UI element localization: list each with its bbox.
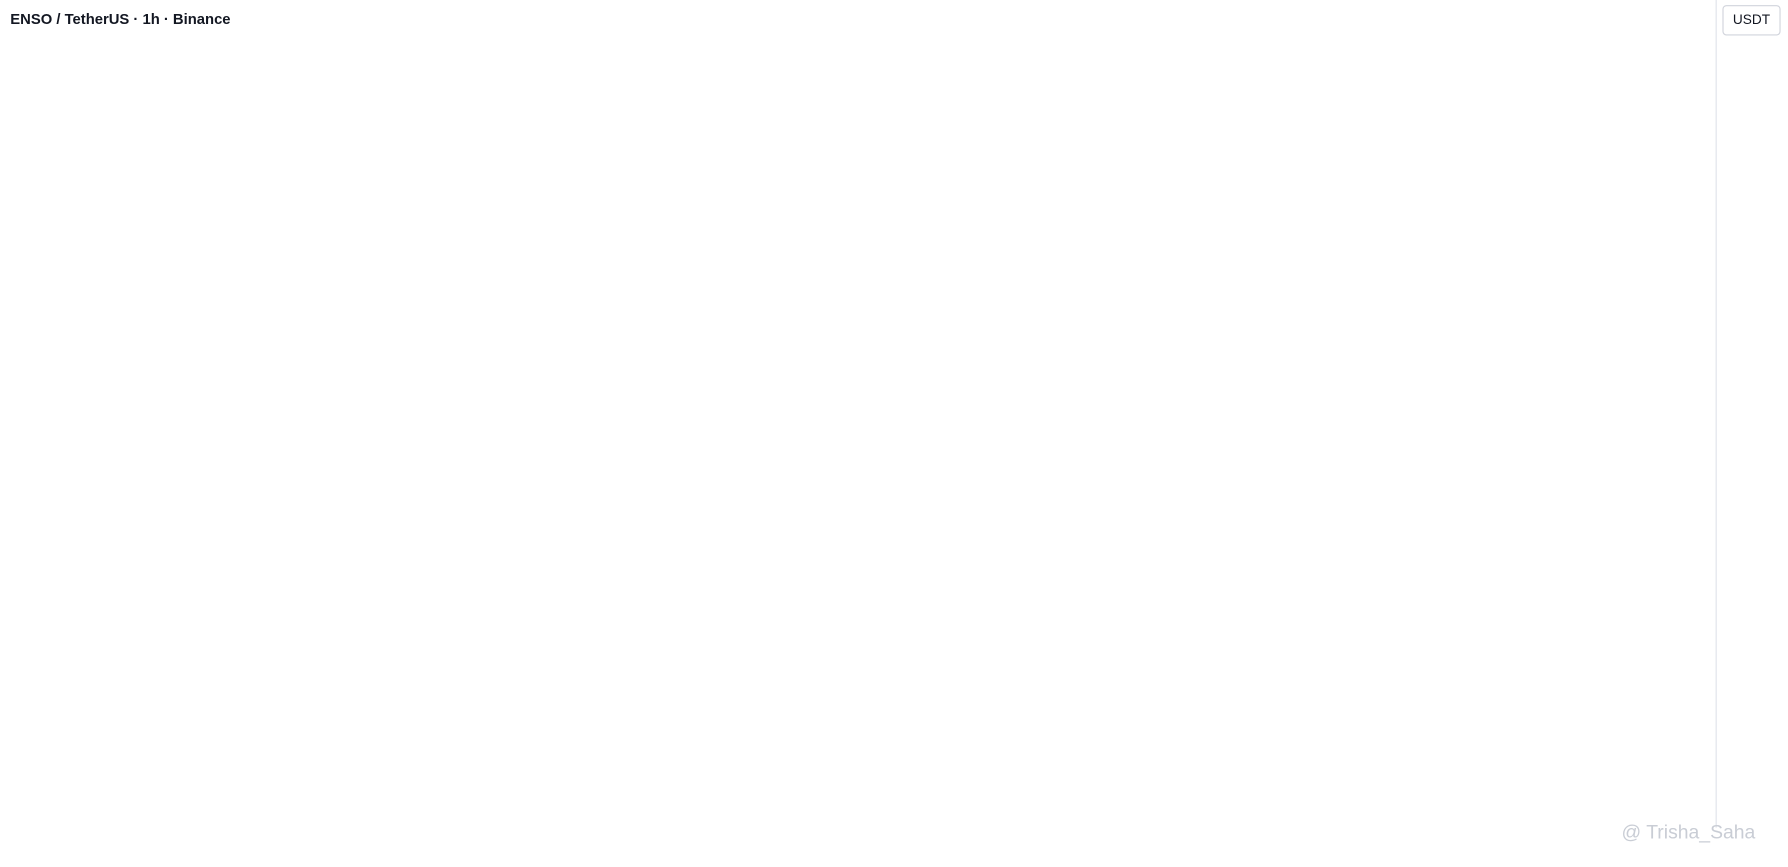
header-title: ENSO / TetherUS · 1h · Binance xyxy=(10,12,230,28)
currency-label: USDT xyxy=(1733,12,1770,27)
currency-button[interactable] xyxy=(1722,5,1781,36)
watermark: @ Trisha_Saha xyxy=(1622,822,1756,843)
